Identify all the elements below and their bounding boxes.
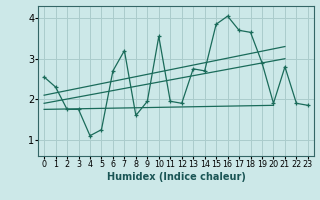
X-axis label: Humidex (Indice chaleur): Humidex (Indice chaleur) bbox=[107, 172, 245, 182]
